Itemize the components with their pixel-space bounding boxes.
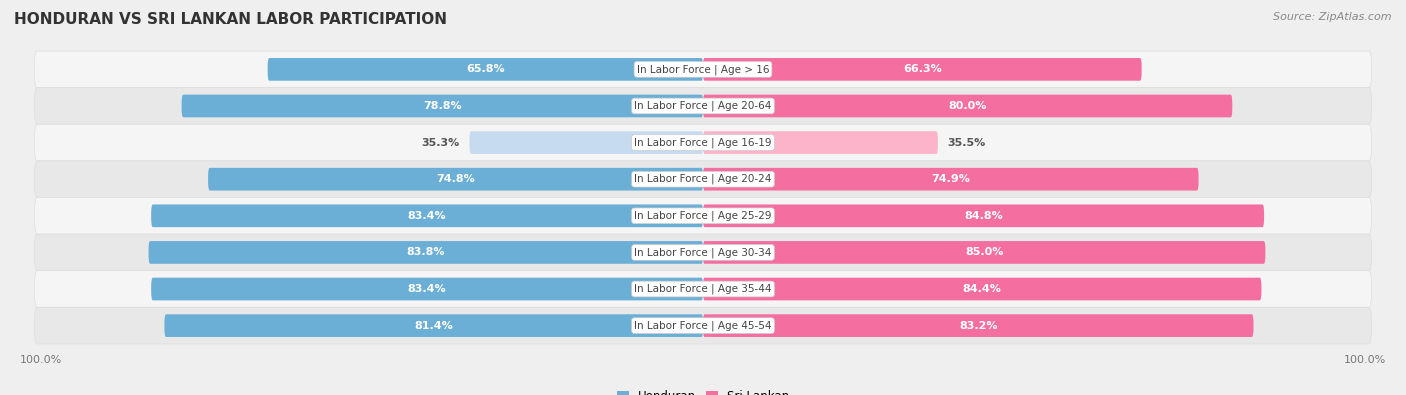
- Text: 65.8%: 65.8%: [465, 64, 505, 74]
- FancyBboxPatch shape: [35, 234, 1371, 271]
- Text: 84.8%: 84.8%: [965, 211, 1002, 221]
- Text: In Labor Force | Age 20-24: In Labor Force | Age 20-24: [634, 174, 772, 184]
- Text: 66.3%: 66.3%: [903, 64, 942, 74]
- FancyBboxPatch shape: [35, 198, 1371, 234]
- FancyBboxPatch shape: [35, 271, 1371, 307]
- Text: 83.4%: 83.4%: [408, 211, 447, 221]
- FancyBboxPatch shape: [35, 88, 1371, 124]
- FancyBboxPatch shape: [703, 95, 1232, 117]
- FancyBboxPatch shape: [35, 161, 1371, 198]
- Text: 74.9%: 74.9%: [931, 174, 970, 184]
- Text: 83.4%: 83.4%: [408, 284, 447, 294]
- Text: 83.2%: 83.2%: [959, 321, 997, 331]
- FancyBboxPatch shape: [35, 124, 1371, 161]
- Text: 80.0%: 80.0%: [949, 101, 987, 111]
- Text: In Labor Force | Age > 16: In Labor Force | Age > 16: [637, 64, 769, 75]
- Text: 35.3%: 35.3%: [422, 137, 460, 148]
- Text: In Labor Force | Age 16-19: In Labor Force | Age 16-19: [634, 137, 772, 148]
- Text: Source: ZipAtlas.com: Source: ZipAtlas.com: [1274, 12, 1392, 22]
- FancyBboxPatch shape: [703, 131, 938, 154]
- FancyBboxPatch shape: [181, 95, 703, 117]
- FancyBboxPatch shape: [703, 168, 1198, 190]
- Legend: Honduran, Sri Lankan: Honduran, Sri Lankan: [612, 385, 794, 395]
- FancyBboxPatch shape: [152, 278, 703, 300]
- Text: In Labor Force | Age 20-64: In Labor Force | Age 20-64: [634, 101, 772, 111]
- Text: 81.4%: 81.4%: [415, 321, 453, 331]
- Text: 85.0%: 85.0%: [965, 247, 1004, 258]
- Text: 74.8%: 74.8%: [436, 174, 475, 184]
- FancyBboxPatch shape: [703, 314, 1254, 337]
- FancyBboxPatch shape: [703, 278, 1261, 300]
- FancyBboxPatch shape: [208, 168, 703, 190]
- FancyBboxPatch shape: [703, 241, 1265, 264]
- FancyBboxPatch shape: [703, 205, 1264, 227]
- Text: 84.4%: 84.4%: [963, 284, 1001, 294]
- FancyBboxPatch shape: [703, 58, 1142, 81]
- Text: In Labor Force | Age 45-54: In Labor Force | Age 45-54: [634, 320, 772, 331]
- Text: 35.5%: 35.5%: [948, 137, 986, 148]
- FancyBboxPatch shape: [149, 241, 703, 264]
- Text: HONDURAN VS SRI LANKAN LABOR PARTICIPATION: HONDURAN VS SRI LANKAN LABOR PARTICIPATI…: [14, 12, 447, 27]
- Text: In Labor Force | Age 35-44: In Labor Force | Age 35-44: [634, 284, 772, 294]
- FancyBboxPatch shape: [35, 307, 1371, 344]
- Text: 78.8%: 78.8%: [423, 101, 461, 111]
- FancyBboxPatch shape: [152, 205, 703, 227]
- FancyBboxPatch shape: [35, 51, 1371, 88]
- FancyBboxPatch shape: [470, 131, 703, 154]
- Text: 83.8%: 83.8%: [406, 247, 446, 258]
- Text: In Labor Force | Age 30-34: In Labor Force | Age 30-34: [634, 247, 772, 258]
- FancyBboxPatch shape: [267, 58, 703, 81]
- FancyBboxPatch shape: [165, 314, 703, 337]
- Text: In Labor Force | Age 25-29: In Labor Force | Age 25-29: [634, 211, 772, 221]
